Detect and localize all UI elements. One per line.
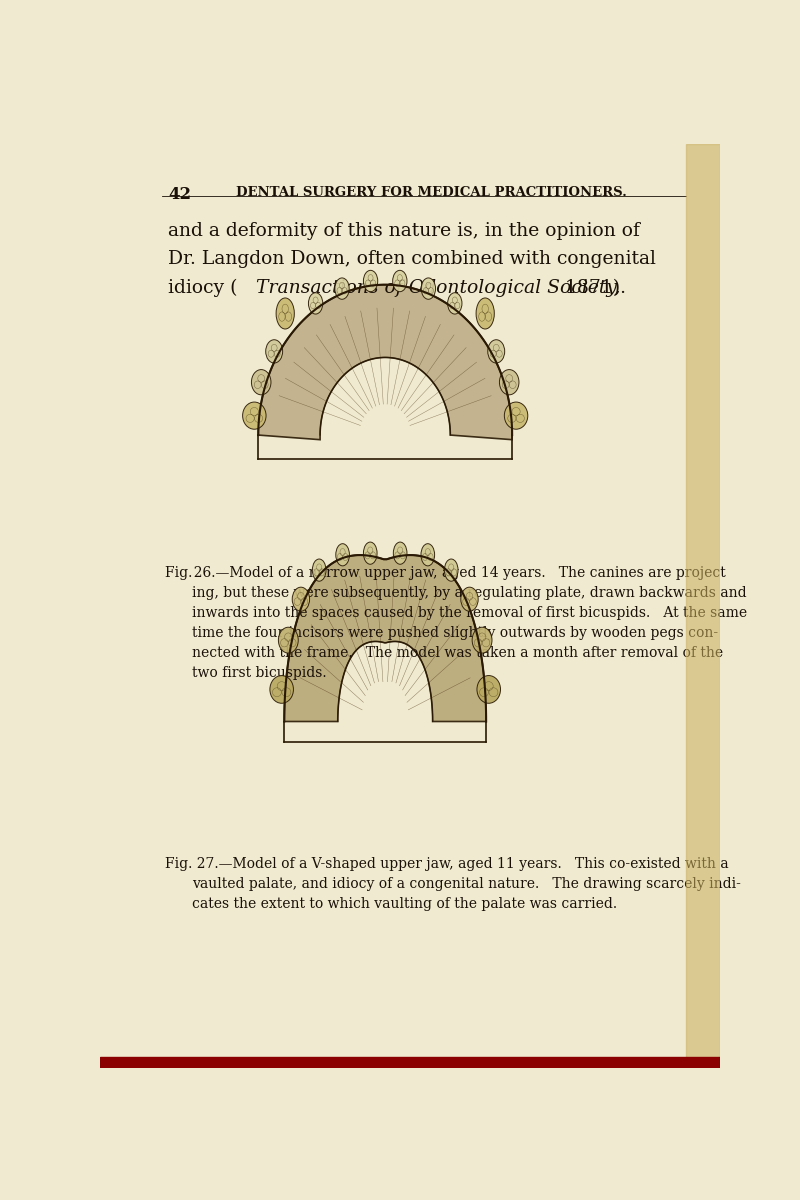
Text: idiocy (: idiocy ( bbox=[168, 278, 238, 298]
Bar bbox=[100, 1057, 720, 1068]
Ellipse shape bbox=[477, 676, 501, 703]
Text: time the four incisors were pushed slightly outwards by wooden pegs con-: time the four incisors were pushed sligh… bbox=[192, 626, 718, 640]
Ellipse shape bbox=[312, 559, 326, 581]
Ellipse shape bbox=[276, 298, 294, 329]
Text: ing, but these were subsequently, by a regulating plate, drawn backwards and: ing, but these were subsequently, by a r… bbox=[192, 586, 746, 600]
Polygon shape bbox=[258, 284, 512, 439]
Text: cates the extent to which vaulting of the palate was carried.: cates the extent to which vaulting of th… bbox=[192, 898, 617, 911]
Text: Fig. 27.—Model of a V-shaped upper jaw, aged 11 years.   This co-existed with a: Fig. 27.—Model of a V-shaped upper jaw, … bbox=[165, 857, 729, 871]
Ellipse shape bbox=[476, 298, 494, 329]
Text: Fig. 26.—Model of a narrow upper jaw, aged 14 years.   The canines are project: Fig. 26.—Model of a narrow upper jaw, ag… bbox=[165, 566, 726, 581]
Text: 42: 42 bbox=[168, 186, 191, 203]
Ellipse shape bbox=[251, 370, 271, 395]
Ellipse shape bbox=[242, 402, 266, 430]
Ellipse shape bbox=[363, 542, 377, 564]
Text: 1871).: 1871). bbox=[559, 278, 626, 296]
Text: and a deformity of this nature is, in the opinion of: and a deformity of this nature is, in th… bbox=[168, 222, 640, 240]
Ellipse shape bbox=[421, 544, 434, 566]
Text: Transactions of Odontological Society,: Transactions of Odontological Society, bbox=[256, 278, 620, 296]
Text: nected with the frame.   The model was taken a month after removal of the: nected with the frame. The model was tak… bbox=[192, 646, 723, 660]
Ellipse shape bbox=[336, 544, 350, 566]
Ellipse shape bbox=[292, 587, 310, 611]
Text: vaulted palate, and idiocy of a congenital nature.   The drawing scarcely indi-: vaulted palate, and idiocy of a congenit… bbox=[192, 877, 741, 892]
Ellipse shape bbox=[270, 676, 294, 703]
Ellipse shape bbox=[461, 587, 478, 611]
Text: DENTAL SURGERY FOR MEDICAL PRACTITIONERS.: DENTAL SURGERY FOR MEDICAL PRACTITIONERS… bbox=[237, 186, 627, 198]
Ellipse shape bbox=[422, 278, 435, 299]
Ellipse shape bbox=[278, 628, 298, 653]
Ellipse shape bbox=[335, 278, 349, 299]
Text: two first bicuspids.: two first bicuspids. bbox=[192, 666, 326, 679]
Polygon shape bbox=[284, 556, 486, 721]
Ellipse shape bbox=[394, 542, 407, 564]
Ellipse shape bbox=[445, 559, 458, 581]
Bar bbox=[686, 144, 720, 1068]
Text: Dr. Langdon Down, often combined with congenital: Dr. Langdon Down, often combined with co… bbox=[168, 251, 656, 269]
Ellipse shape bbox=[363, 270, 378, 292]
Ellipse shape bbox=[309, 293, 322, 314]
Ellipse shape bbox=[266, 340, 282, 364]
Ellipse shape bbox=[448, 293, 462, 314]
Ellipse shape bbox=[488, 340, 505, 364]
Ellipse shape bbox=[504, 402, 528, 430]
Ellipse shape bbox=[393, 270, 407, 292]
Ellipse shape bbox=[472, 628, 492, 653]
Ellipse shape bbox=[499, 370, 519, 395]
Text: inwards into the spaces caused by the removal of first bicuspids.   At the same: inwards into the spaces caused by the re… bbox=[192, 606, 747, 620]
